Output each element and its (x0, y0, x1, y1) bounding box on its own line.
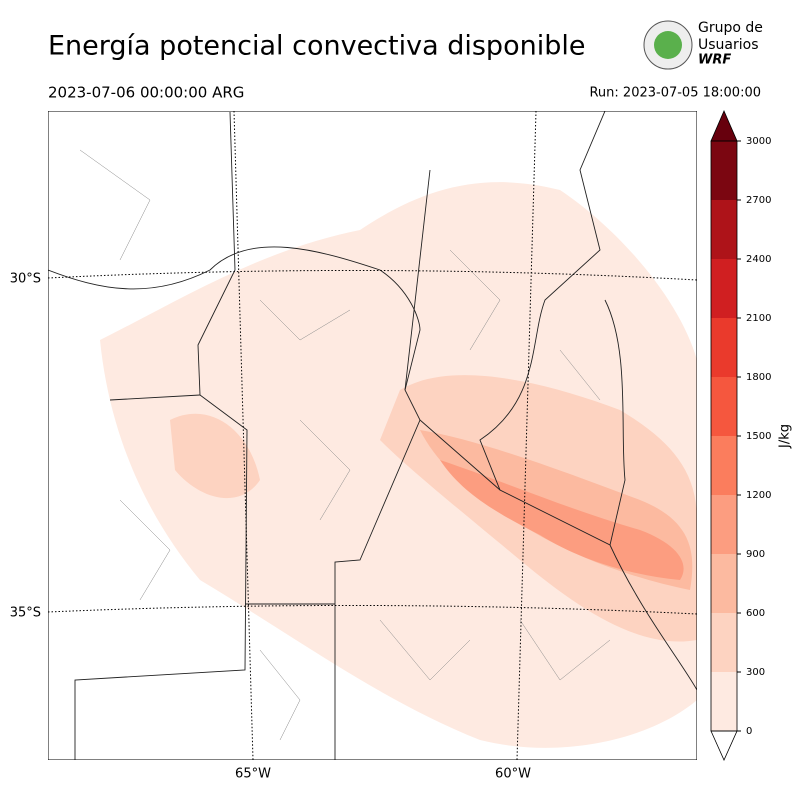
colorbar-tick-label: 1200 (746, 490, 771, 501)
lat-label: 30°S (10, 272, 41, 287)
lon-label: 60°W (495, 767, 531, 782)
colorbar-extend-over (710, 109, 738, 142)
logo-text: Grupo de (698, 20, 763, 36)
province-border (109, 169, 626, 605)
colorbar-segment (711, 672, 737, 731)
colorbar-segment (711, 318, 737, 377)
colorbar-segment (711, 436, 737, 495)
colorbar-tick-label: 600 (746, 608, 765, 619)
cape-shading (170, 413, 260, 499)
colorbar-tick-label: 1500 (746, 431, 771, 442)
colorbar-segment (711, 377, 737, 436)
province-border (48, 246, 421, 760)
run-time: Run: 2023-07-05 18:00:00 (589, 86, 761, 101)
valid-time: 2023-07-06 00:00:00 ARG (48, 84, 244, 102)
colorbar-segment (711, 200, 737, 259)
colorbar-tick-label: 2100 (746, 313, 771, 324)
colorbar-tick-label: 900 (746, 549, 765, 560)
logo-text: Usuarios (698, 37, 759, 53)
cape-shading (100, 182, 697, 748)
lon-label: 65°W (235, 767, 271, 782)
graticule (48, 604, 697, 615)
colorbar-tick-label: 300 (746, 667, 765, 678)
colorbar: 0 300 600 900 1200 1500 1800 2100 2400 2700 3000 (710, 109, 771, 761)
colorbar-extend-under (710, 730, 738, 761)
colorbar-segment (711, 495, 737, 554)
colorbar-tick-label: 0 (746, 726, 752, 737)
colorbar-tick-label: 1800 (746, 372, 771, 383)
colorbar-tick-label: 2700 (746, 195, 771, 206)
colorbar-label: J/kg (778, 424, 793, 449)
colorbar-segment (711, 259, 737, 318)
logo-globe (654, 31, 682, 59)
province-border (74, 111, 248, 760)
logo-text: WRF (698, 53, 731, 68)
map (48, 111, 697, 760)
colorbar-segment (711, 554, 737, 613)
graticule (48, 269, 697, 281)
department-border (79, 149, 611, 741)
logo: Grupo de Usuarios WRF (643, 20, 763, 70)
colorbar-segment (711, 141, 737, 200)
colorbar-tick-label: 3000 (746, 136, 771, 147)
title: Energía potencial convectiva disponible (48, 31, 585, 62)
colorbar-tick-label: 2400 (746, 254, 771, 265)
colorbar-segment (711, 613, 737, 672)
province-border (432, 111, 697, 691)
lat-label: 35°S (10, 606, 41, 621)
